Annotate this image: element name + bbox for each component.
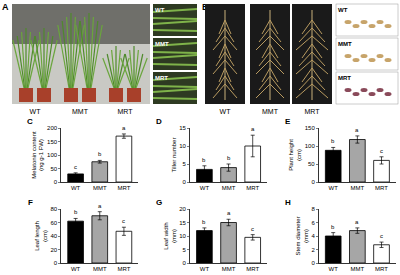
svg-text:20: 20 [179, 206, 186, 212]
svg-text:4: 4 [311, 233, 315, 239]
svg-text:MMT: MMT [351, 185, 365, 191]
svg-text:20: 20 [50, 247, 57, 253]
svg-text:100: 100 [47, 152, 58, 158]
svg-text:WT: WT [200, 266, 210, 272]
svg-text:40: 40 [50, 233, 57, 239]
svg-text:0: 0 [54, 260, 58, 266]
svg-text:MRT: MRT [304, 108, 320, 115]
svg-text:c: c [74, 164, 77, 170]
svg-text:b: b [331, 224, 335, 230]
svg-text:c: c [380, 148, 383, 154]
svg-text:0: 0 [54, 179, 58, 185]
svg-text:8: 8 [311, 206, 315, 212]
svg-text:b: b [202, 219, 206, 225]
svg-text:MRT: MRT [117, 108, 133, 115]
svg-text:WT: WT [30, 108, 42, 115]
svg-text:a: a [98, 203, 102, 209]
svg-text:WT: WT [329, 266, 339, 272]
svg-text:MRT: MRT [338, 75, 351, 81]
svg-text:WT: WT [338, 7, 348, 13]
svg-text:F: F [28, 198, 33, 207]
svg-text:10: 10 [179, 143, 186, 149]
svg-text:WT: WT [71, 185, 81, 191]
svg-text:A: A [2, 2, 9, 12]
svg-text:MRT: MRT [117, 185, 130, 191]
svg-text:50: 50 [50, 166, 57, 172]
svg-text:2: 2 [311, 247, 315, 253]
svg-text:b: b [331, 138, 335, 144]
svg-text:a: a [227, 210, 231, 216]
svg-text:WT: WT [71, 266, 81, 272]
svg-text:WT: WT [329, 185, 339, 191]
svg-text:MMT: MMT [351, 266, 365, 272]
svg-text:a: a [122, 125, 126, 131]
svg-text:Leaf width(mm): Leaf width(mm) [163, 222, 177, 249]
svg-text:b: b [227, 155, 231, 161]
svg-text:0: 0 [311, 260, 315, 266]
svg-text:a: a [251, 126, 255, 132]
svg-text:0: 0 [183, 260, 187, 266]
svg-text:200: 200 [47, 125, 58, 131]
svg-text:Melatonin content(ng g-1 FW): Melatonin content(ng g-1 FW) [31, 131, 45, 179]
svg-text:a: a [355, 127, 359, 133]
svg-text:WT: WT [155, 7, 165, 13]
svg-text:WT: WT [220, 108, 232, 115]
svg-text:C: C [27, 118, 33, 126]
svg-text:100: 100 [305, 143, 316, 149]
svg-text:10: 10 [179, 233, 186, 239]
svg-text:MMT: MMT [93, 185, 107, 191]
svg-text:Leaf length(cm): Leaf length(cm) [34, 221, 48, 251]
svg-text:MMT: MMT [222, 266, 236, 272]
svg-text:WT: WT [200, 185, 210, 191]
svg-text:G: G [156, 198, 162, 207]
svg-text:Tiller number: Tiller number [171, 138, 177, 173]
svg-text:MMT: MMT [262, 108, 279, 115]
svg-text:MRT: MRT [155, 75, 168, 81]
svg-text:MRT: MRT [375, 185, 388, 191]
svg-text:0: 0 [311, 179, 315, 185]
svg-text:Plant height(cm): Plant height(cm) [288, 139, 302, 171]
svg-text:c: c [251, 226, 254, 232]
svg-text:6: 6 [311, 220, 315, 226]
svg-text:MMT: MMT [93, 266, 107, 272]
svg-text:MMT: MMT [222, 185, 236, 191]
svg-text:80: 80 [50, 206, 57, 212]
svg-text:150: 150 [47, 139, 58, 145]
svg-text:E: E [285, 118, 291, 126]
svg-text:b: b [98, 151, 102, 157]
svg-text:MRT: MRT [117, 266, 130, 272]
svg-text:MMT: MMT [72, 108, 89, 115]
svg-text:a: a [355, 219, 359, 225]
svg-text:Stem diameter(mm): Stem diameter(mm) [295, 216, 309, 255]
svg-text:0: 0 [183, 179, 187, 185]
svg-text:D: D [156, 118, 162, 126]
svg-text:H: H [285, 198, 291, 207]
svg-text:60: 60 [50, 220, 57, 226]
svg-text:MRT: MRT [246, 185, 259, 191]
svg-text:150: 150 [305, 125, 316, 131]
svg-text:MRT: MRT [375, 266, 388, 272]
svg-text:5: 5 [183, 161, 187, 167]
svg-text:50: 50 [308, 161, 315, 167]
svg-text:c: c [122, 218, 125, 224]
svg-text:MRT: MRT [246, 266, 259, 272]
svg-text:MMT: MMT [155, 41, 169, 47]
svg-text:5: 5 [183, 247, 187, 253]
svg-text:c: c [380, 233, 383, 239]
svg-text:15: 15 [179, 125, 186, 131]
svg-text:MMT: MMT [338, 41, 352, 47]
svg-text:b: b [202, 157, 206, 163]
svg-text:b: b [74, 209, 78, 215]
svg-text:15: 15 [179, 220, 186, 226]
